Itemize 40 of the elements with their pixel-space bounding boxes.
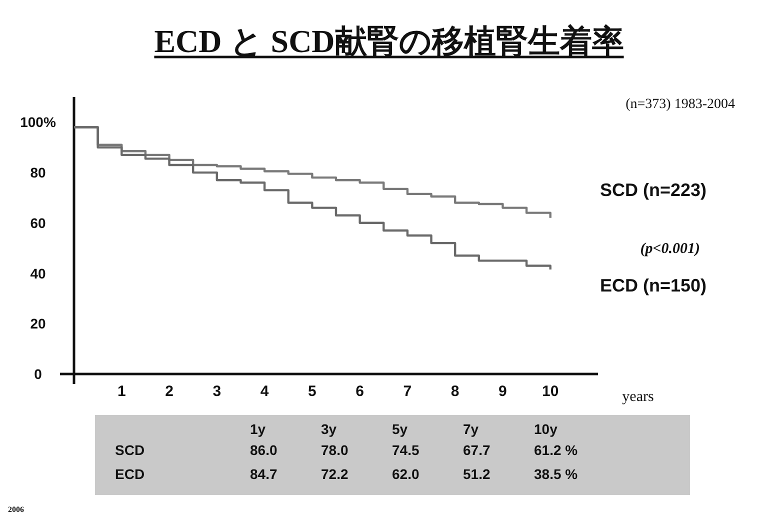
text: 84.7 bbox=[250, 466, 278, 482]
category-label: 3y bbox=[321, 421, 337, 437]
text: SCD (n=223) bbox=[600, 180, 707, 200]
text: 74.5 bbox=[392, 442, 420, 458]
text: 61.2 % bbox=[534, 442, 578, 458]
y-tick-label: 100% bbox=[20, 114, 56, 130]
x-tick-label: 5 bbox=[308, 383, 316, 400]
x-tick-label: 8 bbox=[450, 383, 460, 400]
x-tick-label: 1 bbox=[117, 383, 126, 400]
text: 62.0 bbox=[392, 466, 420, 482]
x-tick-label: 2 bbox=[165, 383, 174, 400]
text: 51.2 bbox=[463, 466, 490, 482]
x-tick-label: 3 bbox=[212, 383, 222, 400]
category-label: 5y bbox=[392, 421, 408, 437]
text: 72.2 bbox=[321, 466, 348, 482]
category-label: ECD bbox=[115, 466, 145, 482]
x-axis-title: years bbox=[622, 389, 654, 405]
x-tick-label: 9 bbox=[498, 383, 507, 400]
text: (n=373) 1983-2004 bbox=[626, 97, 735, 112]
y-tick-label: 0 bbox=[34, 366, 42, 382]
text: (p<0.001) bbox=[640, 241, 700, 257]
x-tick-label: 6 bbox=[356, 383, 364, 400]
text: 86.0 bbox=[250, 442, 278, 458]
y-tick-label: 60 bbox=[30, 214, 46, 231]
y-tick-label: 20 bbox=[30, 316, 46, 332]
text: ECD (n=150) bbox=[600, 275, 707, 296]
text: 67.7 bbox=[463, 442, 490, 458]
x-tick-label: 10 bbox=[542, 383, 559, 400]
text: 2006 bbox=[8, 505, 24, 514]
y-tick-label: 80 bbox=[30, 164, 46, 181]
text: 78.0 bbox=[321, 442, 348, 458]
y-tick-label: 40 bbox=[30, 265, 46, 282]
category-label: SCD bbox=[115, 442, 145, 458]
category-label: 10y bbox=[534, 421, 558, 437]
chart-title: ECD と SCD献腎の移植腎生着率 bbox=[154, 23, 624, 59]
category-label: 7y bbox=[463, 421, 479, 437]
category-label: 1y bbox=[250, 421, 266, 437]
x-tick-label: 7 bbox=[403, 383, 412, 400]
x-tick-label: 4 bbox=[260, 383, 270, 400]
text: 38.5 % bbox=[534, 466, 578, 482]
